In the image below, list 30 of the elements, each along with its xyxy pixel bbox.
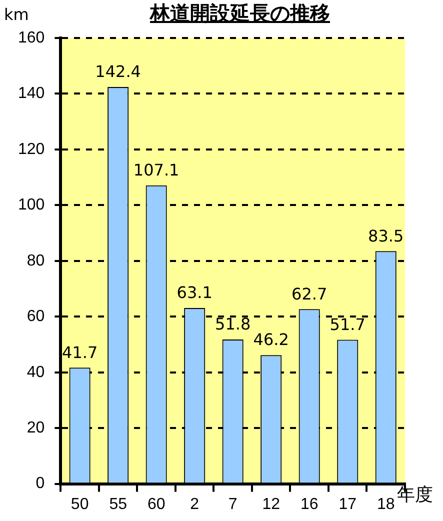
x-tick-label: 50 bbox=[70, 496, 89, 513]
y-tick-label: 0 bbox=[36, 475, 45, 492]
y-tick-label: 140 bbox=[18, 85, 45, 102]
y-tick-label: 120 bbox=[18, 140, 45, 158]
data-label: 142.4 bbox=[95, 62, 141, 82]
y-axis-title: km bbox=[4, 5, 29, 24]
data-label: 107.1 bbox=[133, 160, 180, 180]
x-tick-label: 16 bbox=[300, 496, 318, 513]
x-tick-label: 18 bbox=[376, 496, 395, 513]
x-tick-label: 55 bbox=[109, 496, 128, 513]
y-tick-label: 20 bbox=[26, 419, 45, 436]
data-label: 51.7 bbox=[330, 314, 366, 334]
y-tick-label: 60 bbox=[26, 308, 45, 326]
data-label: 46.2 bbox=[253, 330, 289, 350]
x-tick-label: 60 bbox=[147, 496, 166, 513]
data-label: 62.7 bbox=[292, 284, 328, 304]
data-label: 63.1 bbox=[176, 283, 212, 302]
y-tick-label: 40 bbox=[26, 364, 45, 381]
y-tick-label: 80 bbox=[26, 252, 45, 270]
x-tick-label: 12 bbox=[262, 496, 280, 513]
x-axis-title: 年度 bbox=[397, 484, 433, 506]
y-tick-label: 160 bbox=[18, 29, 45, 46]
data-label: 51.8 bbox=[215, 314, 251, 334]
x-tick-label: 17 bbox=[338, 496, 357, 513]
chart-title: 林道開設延長の推移 bbox=[150, 0, 330, 27]
x-tick-label: 7 bbox=[228, 496, 238, 513]
data-label: 41.7 bbox=[62, 342, 98, 362]
y-tick-label: 100 bbox=[18, 196, 45, 214]
x-tick-label: 2 bbox=[190, 496, 200, 513]
data-label: 83.5 bbox=[368, 226, 404, 246]
